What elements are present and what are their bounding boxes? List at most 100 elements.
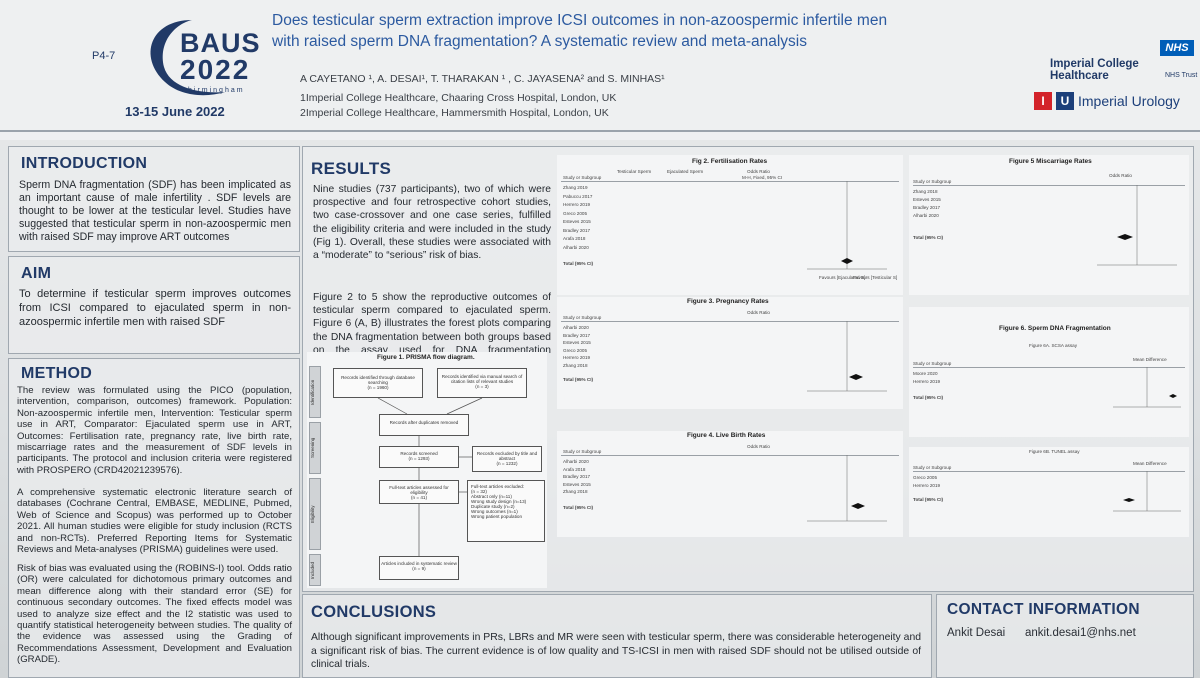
fig6b-total-label: Total (95% CI) bbox=[913, 497, 944, 502]
forest-plot-study-row: Bradley 2017 bbox=[913, 205, 941, 210]
poster-code: P4-7 bbox=[92, 50, 116, 62]
forest-plot-study-row: Pabuccu 2017 bbox=[563, 193, 593, 199]
fig6b-col-study: Study or Subgroup bbox=[913, 465, 952, 470]
fig4-title: Figure 4. Live Birth Rates bbox=[687, 432, 766, 439]
poster-header: P4-7 BAUS 2022 birmingham 13-15 June 202… bbox=[0, 0, 1200, 140]
fig6a-col-md: Mean Difference bbox=[1133, 357, 1167, 362]
results-heading: RESULTS bbox=[311, 159, 392, 178]
forest-plot-study-row: Alharbi 2020 bbox=[563, 325, 589, 330]
aim-section: AIM To determine if testicular sperm imp… bbox=[8, 256, 300, 354]
forest-plot-study-row: Esteves 2015 bbox=[563, 481, 591, 487]
imperial-urology-u-logo: U bbox=[1056, 92, 1074, 110]
prisma-reason: Wrong study design (n=13) bbox=[471, 499, 527, 504]
prisma-title: Figure 1. PRISMA flow diagram. bbox=[377, 354, 475, 361]
contact-heading: CONTACT INFORMATION bbox=[947, 601, 1140, 618]
method-paragraph-3: Risk of bias was evaluated using the (RO… bbox=[17, 563, 292, 666]
fig6a-col-study: Study or Subgroup bbox=[913, 361, 952, 366]
forest-plot-study-row: Moore 2020 bbox=[913, 371, 938, 376]
baus-logo-city: birmingham bbox=[188, 87, 245, 94]
forest-plot-study-row: Alharbi 2020 bbox=[563, 244, 589, 250]
fig6b-header-rule bbox=[913, 471, 1185, 472]
prisma-box-manual: Records identified via manual search of … bbox=[437, 368, 527, 398]
prisma-box-after-duplicates: Records after duplicates removed bbox=[379, 414, 469, 436]
fig2-col-or-sub: M-H, Fixed, 95% CI bbox=[742, 175, 783, 180]
forest-plot-study-row: Herrero 2019 bbox=[563, 202, 591, 207]
fig4-live-birth-forest-plot: Figure 4. Live Birth Rates Study or Subg… bbox=[557, 431, 903, 537]
prisma-fulltext-excluded-count: (n = 32) bbox=[471, 489, 487, 494]
fig2-title: Fig 2. Fertilisation Rates bbox=[692, 158, 768, 165]
fig2-axis-favours-ejaculated: Favours [Ejaculated S] bbox=[819, 275, 866, 280]
prisma-database-count: (n = 1960) bbox=[367, 385, 389, 390]
fig2-header-rule bbox=[561, 181, 899, 182]
prisma-reason: Abstract only (n=11) bbox=[471, 494, 512, 499]
fig6b-tunel-forest-plot: Figure 6B. TUNEL assay Study or Subgroup… bbox=[909, 447, 1189, 537]
forest-plot-study-row: Bradley 2017 bbox=[563, 332, 591, 338]
fig6b-title: Figure 6B. TUNEL assay bbox=[1029, 449, 1080, 454]
prisma-screened-label: Records screened bbox=[400, 451, 438, 456]
fig3-header-rule bbox=[561, 321, 899, 322]
fig6a-title: Figure 6A. SCSA assay bbox=[1029, 343, 1078, 348]
conclusions-text: Although significant improvements in PRs… bbox=[311, 632, 921, 670]
fig3-summary-diamond bbox=[849, 374, 863, 380]
fig6b-summary-diamond bbox=[1123, 498, 1135, 502]
conclusions-heading: CONCLUSIONS bbox=[311, 603, 437, 621]
fig4-col-or: Odds Ratio bbox=[747, 444, 770, 449]
prisma-box-fulltext: Full-text articles assessed for eligibil… bbox=[379, 480, 459, 504]
fig3-pregnancy-forest-plot: Figure 3. Pregnancy Rates Study or Subgr… bbox=[557, 297, 903, 409]
header-divider bbox=[0, 130, 1200, 132]
imperial-urology-i-logo: I bbox=[1034, 92, 1052, 110]
affiliation-2: 2Imperial College Healthcare, Hammersmit… bbox=[300, 107, 609, 119]
prisma-fulltext-label: Full-text articles assessed for eligibil… bbox=[389, 485, 449, 495]
prisma-reason: Duplicate study (n=2) bbox=[471, 504, 515, 509]
method-paragraph-1: The review was formulated using the PICO… bbox=[17, 385, 292, 476]
fig4-total-label: Total (95% CI) bbox=[563, 505, 594, 510]
fig3-col-or: Odds Ratio bbox=[747, 310, 770, 315]
forest-plot-study-row: Arafa 2018 bbox=[563, 466, 586, 472]
fig3-total-label: Total (95% CI) bbox=[563, 377, 594, 382]
fig6-title: Figure 6. Sperm DNA Fragmentation bbox=[999, 325, 1111, 332]
fig6a-header-rule bbox=[913, 367, 1185, 368]
results-section: RESULTS Nine studies (737 participants),… bbox=[302, 146, 1194, 592]
fig2-axis-favours-testicular: Favours [Testicular S] bbox=[853, 275, 898, 280]
fig2-total-label: Total (95% CI) bbox=[563, 261, 594, 266]
affiliation-1: 1Imperial College Healthcare, Chaaring C… bbox=[300, 92, 617, 104]
prisma-manual-count: (n = 3) bbox=[475, 384, 489, 389]
fig5-plot bbox=[1097, 185, 1177, 266]
forest-plot-study-row: Greco 2005 bbox=[563, 347, 588, 353]
prisma-box-database: Records identified through database sear… bbox=[333, 368, 423, 398]
forest-plot-study-row: Zhang 2019 bbox=[563, 185, 588, 190]
fig5-summary-diamond bbox=[1117, 234, 1133, 240]
forest-plot-study-row: Herrero 2019 bbox=[913, 379, 941, 384]
forest-plot-study-row: Arafa 2018 bbox=[563, 236, 586, 241]
prisma-arrows bbox=[377, 397, 483, 556]
fig6a-plot bbox=[1113, 367, 1181, 408]
prisma-database-label: Records identified through database sear… bbox=[341, 375, 415, 385]
fig6b-plot bbox=[1113, 471, 1181, 512]
prisma-excluded-label: Records excluded by title and abstract bbox=[476, 451, 538, 461]
introduction-section: INTRODUCTION Sperm DNA fragmentation (SD… bbox=[8, 146, 300, 252]
contact-email[interactable]: ankit.desai1@nhs.net bbox=[1025, 627, 1136, 639]
prisma-reason: Wrong outcomes (n=1) bbox=[471, 509, 518, 514]
nhs-trust-label: NHS Trust bbox=[1165, 72, 1198, 79]
introduction-heading: INTRODUCTION bbox=[21, 155, 148, 172]
prisma-box-fulltext-excluded: Full-text articles excluded: (n = 32) Ab… bbox=[467, 480, 545, 542]
aim-text: To determine if testicular sperm improve… bbox=[19, 288, 291, 328]
forest-plot-study-row: Bradley 2017 bbox=[563, 474, 591, 479]
forest-plot-study-row: Herrero 2019 bbox=[913, 483, 941, 488]
fig2-plot bbox=[807, 181, 887, 270]
forest-plot-study-row: Herrero 2019 bbox=[563, 355, 591, 360]
forest-plot-study-row: Greco 2005 bbox=[563, 210, 588, 216]
method-heading: METHOD bbox=[21, 365, 93, 382]
forest-plot-study-row: Zhang 2018 bbox=[913, 189, 938, 194]
prisma-screened-count: (n = 1293) bbox=[408, 456, 430, 461]
prisma-manual-label: Records identified via manual search of … bbox=[441, 374, 523, 384]
forest-plot-study-row: Greco 2005 bbox=[913, 475, 938, 480]
poster-title: Does testicular sperm extraction improve… bbox=[272, 12, 888, 50]
fig3-col-study: Study or Subgroup bbox=[563, 315, 602, 320]
prisma-reason: Wrong patient population bbox=[471, 514, 522, 519]
baus-logo-text: BAUS bbox=[180, 28, 261, 58]
introduction-text: Sperm DNA fragmentation (SDF) has been i… bbox=[19, 179, 291, 243]
fig2-col-or: Odds Ratio bbox=[747, 169, 770, 174]
results-paragraph-1: Nine studies (737 participants), two of … bbox=[313, 184, 551, 262]
fig2-summary-diamond bbox=[841, 258, 853, 264]
